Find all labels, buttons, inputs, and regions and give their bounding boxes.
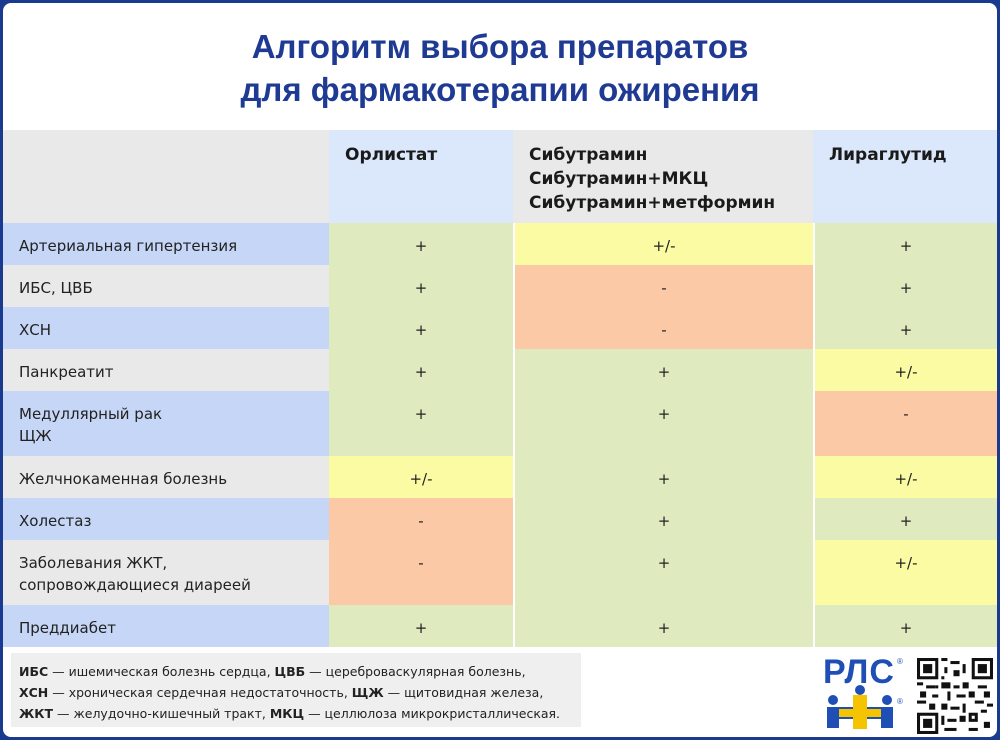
abbr-term: ЩЖ bbox=[351, 685, 384, 700]
table-cell: +/- bbox=[329, 456, 513, 498]
abbreviations-legend: ИБС — ишемическая болезнь сердца, ЦВБ — … bbox=[11, 653, 581, 727]
page-title: Алгоритм выбора препаратов для фармакоте… bbox=[3, 25, 997, 111]
header-text: Орлистат bbox=[345, 145, 438, 165]
abbr-desc: — целлюлоза микрокристаллическая. bbox=[304, 706, 561, 721]
row-label: ИБС, ЦВБ bbox=[3, 265, 329, 307]
table-cell: +/- bbox=[813, 540, 997, 605]
table-cell: - bbox=[513, 307, 813, 349]
abbr-desc: — хроническая сердечная недостаточность, bbox=[48, 685, 352, 700]
row-label: Артериальная гипертензия bbox=[3, 223, 329, 265]
table-cell: + bbox=[813, 307, 997, 349]
registered-mark: ® bbox=[897, 697, 903, 706]
table-cell: + bbox=[329, 307, 513, 349]
header-sibutramine: Сибутрамин Сибутрамин+МКЦ Сибутрамин+мет… bbox=[513, 130, 813, 223]
header-text: Сибутрамин bbox=[529, 145, 648, 165]
row-label: ХСН bbox=[3, 307, 329, 349]
abbr-term: ХСН bbox=[19, 685, 49, 700]
table-cell: + bbox=[329, 349, 513, 391]
abbr-term: МКЦ bbox=[269, 706, 305, 721]
table-cell: + bbox=[329, 265, 513, 307]
abbr-desc: — желудочно-кишечный тракт, bbox=[53, 706, 270, 721]
logo-text: РЛС bbox=[823, 653, 895, 691]
row-label-line: Медуллярный рак bbox=[19, 405, 163, 423]
table-cell: + bbox=[513, 540, 813, 605]
table-cell: + bbox=[513, 456, 813, 498]
row-label-line: Преддиабет bbox=[19, 619, 116, 637]
row-label: Преддиабет bbox=[3, 605, 329, 647]
header-corner bbox=[3, 130, 329, 223]
table-cell: + bbox=[329, 391, 513, 456]
table-cell: + bbox=[813, 605, 997, 647]
row-label-line: Артериальная гипертензия bbox=[19, 237, 238, 255]
table-cell: + bbox=[813, 498, 997, 540]
table-cell: +/- bbox=[813, 349, 997, 391]
registered-mark: ® bbox=[897, 657, 903, 666]
table-cell: - bbox=[513, 265, 813, 307]
abbr-term: ЦВБ bbox=[274, 664, 306, 679]
row-label-line: Холестаз bbox=[19, 512, 92, 530]
row-label: Холестаз bbox=[3, 498, 329, 540]
header-orlistat: Орлистат bbox=[329, 130, 513, 223]
row-label-line: Желчнокаменная болезнь bbox=[19, 470, 228, 488]
row-label: Заболевания ЖКТ, сопровождающиеся диареей bbox=[3, 540, 329, 605]
table-cell: +/- bbox=[813, 456, 997, 498]
row-label-line: ХСН bbox=[19, 321, 52, 339]
row-label: Панкреатит bbox=[3, 349, 329, 391]
table-cell: + bbox=[513, 349, 813, 391]
title-line-1: Алгоритм выбора препаратов bbox=[251, 28, 749, 65]
legend-line-3: ЖКТ — желудочно-кишечный тракт, МКЦ — це… bbox=[19, 703, 581, 724]
header-text: Сибутрамин+метформин bbox=[529, 193, 776, 213]
header-text: Лираглутид bbox=[829, 145, 947, 165]
table-cell: + bbox=[329, 223, 513, 265]
rls-logo: РЛС ® ® bbox=[823, 653, 909, 729]
legend-line-1: ИБС — ишемическая болезнь сердца, ЦВБ — … bbox=[19, 661, 581, 682]
row-label-line: сопровождающиеся диареей bbox=[19, 576, 251, 594]
row-label-line: ИБС, ЦВБ bbox=[19, 279, 93, 297]
row-label: Желчнокаменная болезнь bbox=[3, 456, 329, 498]
abbr-desc: — щитовидная железа, bbox=[383, 685, 544, 700]
row-label: Медуллярный рак ЩЖ bbox=[3, 391, 329, 456]
title-line-2: для фармакотерапии ожирения bbox=[240, 71, 760, 108]
header-text: Сибутрамин+МКЦ bbox=[529, 169, 709, 189]
header-liraglutide: Лираглутид bbox=[813, 130, 997, 223]
table-cell: + bbox=[329, 605, 513, 647]
abbr-term: ЖКТ bbox=[19, 706, 54, 721]
table-cell: - bbox=[813, 391, 997, 456]
cross-people-icon bbox=[827, 685, 893, 729]
abbr-desc: — цереброваскулярная болезнь, bbox=[305, 664, 526, 679]
row-label-line: Панкреатит bbox=[19, 363, 114, 381]
legend-line-2: ХСН — хроническая сердечная недостаточно… bbox=[19, 682, 581, 703]
table-cell: +/- bbox=[513, 223, 813, 265]
table-cell: + bbox=[513, 498, 813, 540]
table-cell: + bbox=[813, 265, 997, 307]
abbr-term: ИБС bbox=[19, 664, 49, 679]
document-frame: Алгоритм выбора препаратов для фармакоте… bbox=[3, 3, 997, 737]
table-cell: + bbox=[513, 391, 813, 456]
row-label-line: Заболевания ЖКТ, bbox=[19, 554, 168, 572]
qr-code-icon bbox=[917, 658, 993, 734]
table-cell: + bbox=[813, 223, 997, 265]
abbr-desc: — ишемическая болезнь сердца, bbox=[48, 664, 275, 679]
table-cell: - bbox=[329, 540, 513, 605]
table-cell: + bbox=[513, 605, 813, 647]
table-cell: - bbox=[329, 498, 513, 540]
row-label-line: ЩЖ bbox=[19, 427, 52, 445]
drug-table: Орлистат Сибутрамин Сибутрамин+МКЦ Сибут… bbox=[3, 130, 997, 647]
